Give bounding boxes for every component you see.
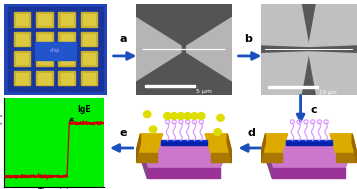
Bar [268,86,318,88]
Y-axis label: Conductance [S]: Conductance [S] [0,114,2,172]
Polygon shape [286,140,332,142]
Bar [61,53,73,64]
Polygon shape [136,153,157,162]
Polygon shape [261,52,309,94]
Bar [83,34,95,45]
Polygon shape [309,52,357,94]
X-axis label: Time (s): Time (s) [38,188,69,189]
Circle shape [214,129,221,135]
Polygon shape [330,134,357,153]
Text: chip: chip [50,48,60,53]
Bar [36,51,53,66]
Polygon shape [352,134,357,162]
Circle shape [171,113,178,119]
Bar [38,14,51,25]
Polygon shape [139,141,229,168]
Circle shape [197,113,205,119]
Text: d: d [247,128,255,138]
Bar [81,71,97,85]
Bar [81,32,97,46]
Bar [81,51,97,66]
Polygon shape [263,141,354,168]
Polygon shape [309,4,357,46]
Bar [38,53,51,64]
Bar [16,14,29,25]
Circle shape [191,113,198,119]
Bar [83,73,95,84]
Text: IgE: IgE [70,105,91,121]
Bar [36,12,53,27]
Polygon shape [286,142,332,145]
Bar [59,51,75,66]
Bar [14,32,30,46]
Bar [36,32,53,46]
Bar [61,34,73,45]
Bar [145,85,195,87]
Bar [59,32,75,46]
Polygon shape [261,4,309,46]
Text: e: e [119,128,127,138]
Circle shape [184,113,191,119]
Polygon shape [336,153,357,162]
Bar [16,53,29,64]
Bar [35,42,76,60]
Polygon shape [261,153,282,162]
Circle shape [177,113,185,119]
Bar [16,73,29,84]
Circle shape [164,113,171,119]
Text: c: c [310,105,317,115]
Text: 5 μm: 5 μm [196,89,212,94]
Bar [83,14,95,25]
Bar [38,73,51,84]
Bar [59,12,75,27]
Bar [38,34,51,45]
Polygon shape [272,168,346,178]
Polygon shape [147,168,221,178]
Polygon shape [136,134,163,153]
Bar [36,71,53,85]
Bar [14,12,30,27]
Polygon shape [161,140,207,142]
Text: b: b [245,34,252,44]
Polygon shape [161,142,207,145]
Polygon shape [261,134,266,162]
Bar [61,14,73,25]
Text: 10 μm: 10 μm [320,90,337,94]
Bar [14,51,30,66]
Bar [14,71,30,85]
Bar [59,71,75,85]
Polygon shape [136,134,141,162]
Text: a: a [120,34,127,44]
Bar [83,53,95,64]
Bar [16,34,29,45]
Polygon shape [227,134,232,162]
Polygon shape [263,141,272,178]
Circle shape [149,126,157,133]
Bar [81,12,97,27]
Polygon shape [139,141,147,178]
Circle shape [217,115,224,121]
Polygon shape [261,134,288,153]
Bar [61,73,73,84]
Polygon shape [187,17,232,81]
Polygon shape [211,153,232,162]
Polygon shape [205,134,232,153]
Circle shape [144,111,151,118]
Polygon shape [136,17,181,81]
